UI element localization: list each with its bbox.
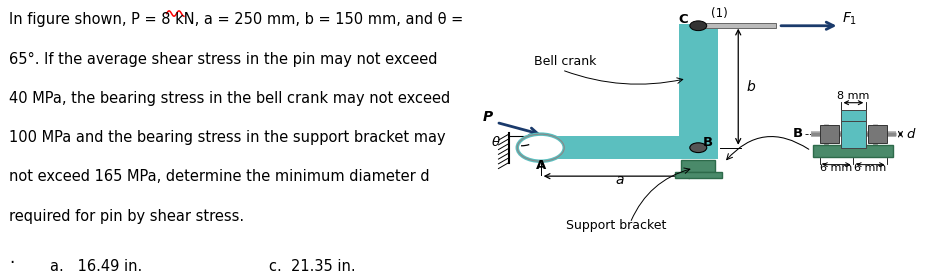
Bar bbox=[703, 23, 776, 28]
Bar bbox=[871, 156, 876, 157]
Bar bbox=[830, 156, 835, 157]
Text: 6 mm: 6 mm bbox=[855, 163, 886, 173]
Text: not exceed 165 MPa, determine the minimum diameter d: not exceed 165 MPa, determine the minimu… bbox=[9, 169, 430, 184]
Text: In figure shown, P = 8 kN, a = 250 mm, b = 150 mm, and θ =: In figure shown, P = 8 kN, a = 250 mm, b… bbox=[9, 12, 464, 27]
Circle shape bbox=[518, 134, 564, 161]
Text: required for pin by shear stress.: required for pin by shear stress. bbox=[9, 209, 244, 224]
Bar bbox=[841, 110, 866, 121]
Text: B: B bbox=[793, 127, 803, 140]
Bar bbox=[868, 125, 887, 143]
Bar bbox=[819, 125, 839, 143]
Text: 8 mm: 8 mm bbox=[837, 91, 870, 101]
Text: A: A bbox=[536, 159, 546, 172]
Bar bbox=[814, 145, 894, 157]
Text: c.  21.35 in.: c. 21.35 in. bbox=[269, 259, 356, 271]
Circle shape bbox=[690, 21, 707, 31]
Bar bbox=[841, 121, 866, 148]
Circle shape bbox=[690, 143, 707, 153]
Bar bbox=[823, 156, 828, 157]
Polygon shape bbox=[529, 136, 718, 159]
Text: B: B bbox=[703, 136, 713, 149]
Text: 6 mm: 6 mm bbox=[820, 163, 853, 173]
Text: (1): (1) bbox=[711, 7, 728, 20]
Bar bbox=[681, 160, 715, 172]
Text: d: d bbox=[906, 128, 914, 141]
Text: C: C bbox=[679, 13, 688, 26]
Text: P: P bbox=[483, 110, 493, 124]
Text: b: b bbox=[747, 80, 755, 94]
Text: $F_1$: $F_1$ bbox=[842, 11, 857, 27]
Text: a.   16.49 in.: a. 16.49 in. bbox=[50, 259, 142, 271]
Text: .: . bbox=[9, 249, 15, 267]
Text: 100 MPa and the bearing stress in the support bracket may: 100 MPa and the bearing stress in the su… bbox=[9, 130, 446, 145]
Bar bbox=[880, 156, 884, 157]
Text: a: a bbox=[615, 173, 624, 187]
Text: 40 MPa, the bearing stress in the bell crank may not exceed: 40 MPa, the bearing stress in the bell c… bbox=[9, 91, 451, 106]
Text: Bell crank: Bell crank bbox=[533, 55, 596, 68]
Text: Support bracket: Support bracket bbox=[566, 219, 667, 232]
Text: 65°. If the average shear stress in the pin may not exceed: 65°. If the average shear stress in the … bbox=[9, 51, 438, 66]
Text: $\theta$: $\theta$ bbox=[492, 134, 501, 149]
Bar bbox=[675, 172, 722, 178]
Polygon shape bbox=[679, 24, 718, 136]
